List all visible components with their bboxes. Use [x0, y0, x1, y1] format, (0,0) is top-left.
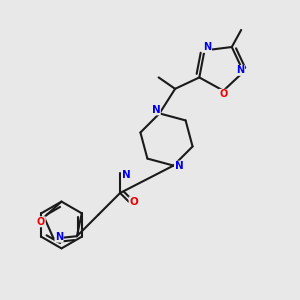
Text: N: N — [236, 65, 244, 75]
Text: N: N — [203, 42, 211, 52]
Text: O: O — [219, 89, 227, 99]
Text: O: O — [129, 197, 138, 207]
Text: N: N — [122, 170, 130, 180]
Text: N: N — [55, 232, 63, 242]
Text: N: N — [152, 105, 160, 115]
Text: O: O — [37, 217, 45, 227]
Text: N: N — [175, 161, 183, 171]
